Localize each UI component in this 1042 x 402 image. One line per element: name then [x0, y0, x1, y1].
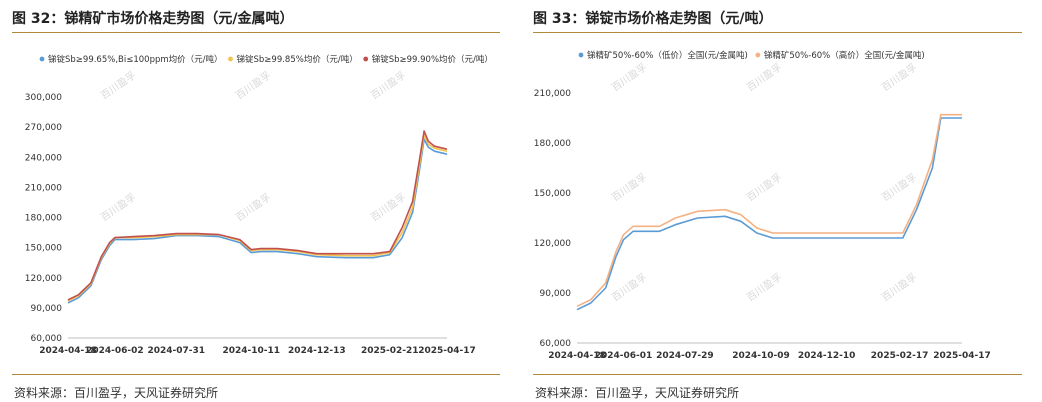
- watermark-text: 百川盈孚: [233, 191, 273, 224]
- y-tick-label: 240,000: [25, 153, 62, 163]
- legend-marker: [578, 52, 584, 58]
- title-divider: [533, 32, 1022, 33]
- title-divider: [12, 32, 500, 33]
- x-tick-label: 2024-04-18: [548, 351, 606, 361]
- legend-marker: [363, 56, 369, 62]
- x-tick-label: 2024-12-10: [798, 351, 856, 361]
- watermark-text: 百川盈孚: [98, 69, 138, 102]
- x-tick-label: 2024-07-31: [147, 346, 205, 356]
- y-tick-label: 60,000: [540, 339, 572, 349]
- source-divider: [533, 374, 1022, 375]
- x-tick-label: 2024-06-01: [595, 351, 653, 361]
- watermark-text: 百川盈孚: [879, 61, 919, 94]
- series-line: [67, 130, 448, 301]
- source-note: 资料来源：百川盈孚，天风证券研究所: [14, 386, 219, 400]
- y-tick-label: 210,000: [25, 183, 62, 193]
- source-note: 资料来源：百川盈孚，天风证券研究所: [535, 386, 740, 400]
- watermark-text: 百川盈孚: [368, 191, 408, 224]
- figure-title: 图 32：锑精矿市场价格走势图（元/金属吨）: [12, 11, 294, 27]
- series-line: [576, 113, 962, 308]
- legend-label: 锑精矿50%-60%（低价）全国(元/金属吨): [587, 50, 748, 61]
- x-tick-label: 2024-10-11: [222, 346, 280, 356]
- y-tick-label: 150,000: [534, 189, 571, 199]
- y-tick-label: 180,000: [534, 139, 571, 149]
- series-line: [67, 134, 448, 302]
- x-tick-label: 2024-04-18: [39, 346, 97, 356]
- source-divider: [12, 374, 500, 375]
- y-tick-label: 90,000: [31, 304, 63, 314]
- x-tick-label: 2024-12-13: [288, 346, 346, 356]
- legend-marker: [39, 56, 45, 62]
- y-tick-label: 270,000: [25, 123, 62, 133]
- watermark-text: 百川盈孚: [609, 271, 649, 304]
- watermark-text: 百川盈孚: [368, 69, 408, 102]
- y-tick-label: 120,000: [25, 274, 62, 284]
- figure-32: 图 32：锑精矿市场价格走势图（元/金属吨） 百川盈孚 百川盈孚 百川盈孚 百川盈孚百…: [0, 0, 520, 402]
- watermark-text: 百川盈孚: [744, 61, 784, 94]
- x-tick-label: 2024-10-09: [732, 351, 790, 361]
- watermark-text: 百川盈孚: [744, 271, 784, 304]
- watermark-text: 百川盈孚: [233, 69, 273, 102]
- legend-marker: [755, 52, 761, 58]
- legend-label: 锑锭Sb≥99.85%均价（元/吨）: [237, 54, 358, 65]
- x-tick-label: 2024-07-29: [656, 351, 714, 361]
- watermark-text: 百川盈孚: [609, 61, 649, 94]
- watermark-text: 百川盈孚: [609, 171, 649, 204]
- figure-title: 图 33：锑锭市场价格走势图（元/吨）: [533, 11, 773, 27]
- y-tick-label: 60,000: [31, 334, 63, 344]
- legend-label: 锑锭Sb≥99.90%均价（元/吨）: [372, 54, 493, 65]
- y-tick-label: 180,000: [25, 214, 62, 224]
- series-line: [67, 138, 448, 304]
- legend-marker: [228, 56, 233, 62]
- legend-label: 锑精矿50%-60%（高价）全国(元/金属吨): [764, 50, 925, 61]
- y-tick-label: 150,000: [25, 244, 62, 254]
- watermark-text: 百川盈孚: [98, 191, 138, 224]
- x-tick-label: 2025-02-21: [361, 346, 419, 356]
- watermark-text: 百川盈孚: [879, 171, 919, 204]
- watermark-text: 百川盈孚: [879, 271, 919, 304]
- x-tick-label: 2024-06-02: [86, 346, 144, 356]
- series-line: [576, 117, 962, 311]
- legend-label: 锑锭Sb≥99.65%,Bi≤100ppm均价（元/吨）: [48, 54, 223, 65]
- x-tick-label: 2025-02-17: [871, 351, 929, 361]
- y-tick-label: 120,000: [534, 239, 571, 249]
- y-tick-label: 210,000: [534, 89, 571, 99]
- y-tick-label: 300,000: [25, 93, 62, 103]
- figure-33: 图 33：锑锭市场价格走势图（元/吨） 百川盈孚 百川盈孚 百川盈孚 百川盈孚 百川盈孚…: [521, 0, 1042, 402]
- watermark-text: 百川盈孚: [744, 171, 784, 204]
- x-tick-label: 2025-04-17: [933, 351, 991, 361]
- x-tick-label: 2025-04-17: [418, 346, 476, 356]
- y-tick-label: 90,000: [540, 289, 572, 299]
